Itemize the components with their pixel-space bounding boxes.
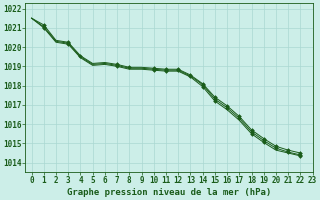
X-axis label: Graphe pression niveau de la mer (hPa): Graphe pression niveau de la mer (hPa) — [67, 188, 271, 197]
